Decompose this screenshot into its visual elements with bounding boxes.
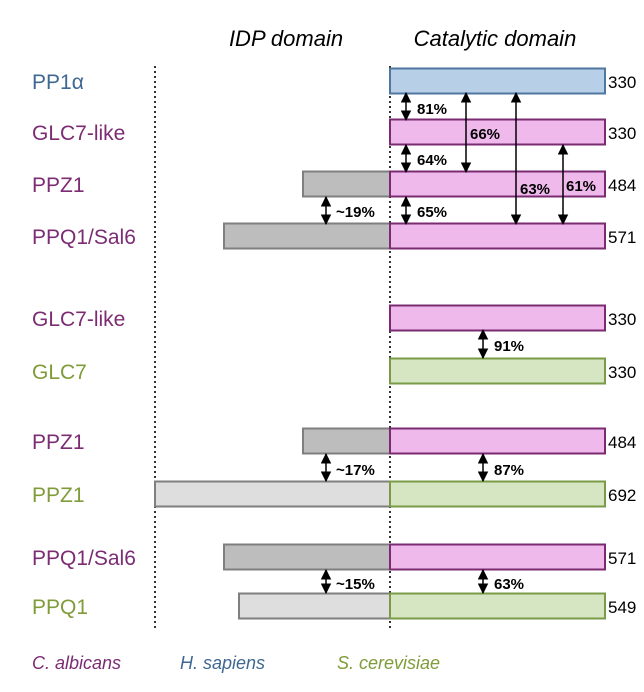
legend-c-albicans: C. albicans	[32, 653, 121, 673]
protein-row: PPZ1 692	[32, 480, 636, 508]
identity-label: 66%	[470, 126, 500, 143]
catalytic-domain-bar	[389, 67, 606, 95]
idp-domain-bar	[223, 222, 391, 250]
identity-label: ~19%	[336, 204, 375, 221]
idp-domain-header: IDP domain	[229, 26, 343, 51]
identity-label: 63%	[494, 576, 524, 593]
protein-name: PPZ1	[32, 174, 85, 197]
protein-name: PPZ1	[32, 484, 85, 507]
catalytic-domain-bar	[389, 170, 606, 198]
protein-rows: PP1α 330 GLC7-like 330 PPZ1 484 PPQ1/Sal6 571 GL…	[32, 67, 636, 620]
protein-row: GLC7-like 330	[32, 304, 636, 332]
identity-arrow: 66%	[460, 91, 500, 174]
protein-name: PPQ1	[32, 596, 88, 619]
protein-name: GLC7	[32, 361, 87, 384]
identity-label: 64%	[417, 152, 447, 169]
catalytic-domain-header: Catalytic domain	[414, 26, 577, 51]
protein-row: GLC7-like 330	[32, 118, 636, 146]
protein-length: 330	[608, 363, 636, 382]
idp-domain-bar	[302, 427, 391, 455]
legend-s-cerevisiae: S. cerevisiae	[337, 653, 440, 673]
protein-length: 484	[608, 433, 636, 452]
protein-name: GLC7-like	[32, 308, 125, 331]
catalytic-domain-bar	[389, 118, 606, 146]
protein-length: 571	[608, 549, 636, 568]
identity-arrow: 63%	[477, 568, 524, 595]
identity-arrow: 63%	[510, 91, 550, 226]
catalytic-domain-bar	[389, 592, 606, 620]
identity-arrow: 81%	[400, 91, 447, 122]
catalytic-domain-bar	[389, 543, 606, 571]
identity-arrow: 91%	[477, 328, 524, 360]
identity-arrow: ~19%	[320, 195, 375, 226]
protein-length: 330	[608, 310, 636, 329]
protein-length: 692	[608, 486, 636, 505]
identity-label: ~17%	[336, 462, 375, 479]
identity-label: 61%	[566, 178, 596, 195]
identity-label: 65%	[417, 204, 447, 221]
catalytic-domain-bar	[389, 222, 606, 250]
protein-length: 571	[608, 228, 636, 247]
identity-arrow: ~17%	[320, 452, 375, 483]
identity-arrow: ~15%	[320, 568, 375, 595]
idp-domain-bar	[302, 170, 391, 198]
idp-domain-bar	[154, 480, 391, 508]
identity-label: 81%	[417, 101, 447, 118]
protein-row: PPQ1 549	[32, 592, 636, 620]
identity-arrow: 64%	[400, 143, 447, 174]
protein-length: 330	[608, 124, 636, 143]
protein-name: GLC7-like	[32, 122, 125, 145]
legend-h-sapiens: H. sapiens	[180, 653, 265, 673]
protein-length: 330	[608, 73, 636, 92]
protein-name: PPQ1/Sal6	[32, 547, 136, 570]
catalytic-domain-bar	[389, 357, 606, 385]
identity-arrow: 61%	[557, 143, 596, 226]
identity-label: ~15%	[336, 576, 375, 593]
identity-arrows: 81% 66% 63% 64% 61% 65% ~19% 91% 87% ~17% 63% ~15%	[320, 91, 596, 595]
protein-name: PP1α	[32, 71, 84, 94]
protein-row: PPZ1 484	[32, 170, 636, 198]
protein-length: 549	[608, 598, 636, 617]
protein-row: PPQ1/Sal6 571	[32, 543, 636, 571]
identity-arrow: 87%	[477, 452, 524, 483]
protein-name: PPQ1/Sal6	[32, 226, 136, 249]
idp-domain-bar	[238, 592, 391, 620]
identity-label: 87%	[494, 462, 524, 479]
protein-name: PPZ1	[32, 431, 85, 454]
protein-row: PPQ1/Sal6 571	[32, 222, 636, 250]
protein-row: PP1α 330	[32, 67, 636, 95]
protein-length: 484	[608, 176, 636, 195]
protein-row: GLC7 330	[32, 357, 636, 385]
catalytic-domain-bar	[389, 304, 606, 332]
catalytic-domain-bar	[389, 427, 606, 455]
identity-arrow: 65%	[400, 195, 447, 226]
catalytic-domain-bar	[389, 480, 606, 508]
identity-label: 91%	[494, 338, 524, 355]
idp-domain-bar	[223, 543, 391, 571]
protein-row: PPZ1 484	[32, 427, 636, 455]
identity-label: 63%	[520, 181, 550, 198]
